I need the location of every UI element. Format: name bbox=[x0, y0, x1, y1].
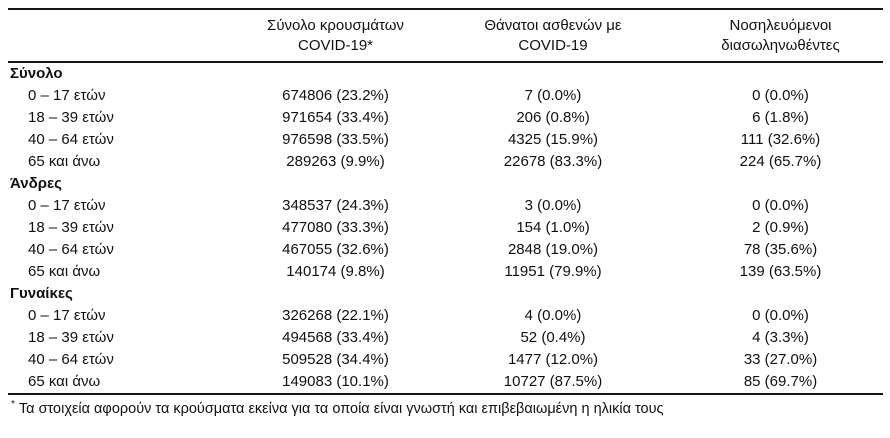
table-body: Σύνολο 0 – 17 ετών 674806 (23.2%) 7 (0.0… bbox=[8, 62, 883, 394]
intubated-value: 78 (35.6%) bbox=[743, 241, 818, 258]
table-row: 40 – 64 ετών 976598 (33.5%) 4325 (15.9%)… bbox=[8, 129, 883, 151]
deaths-value: 52 (0.4%) bbox=[520, 329, 586, 346]
cases-value: 976598 (33.5%) bbox=[282, 131, 389, 148]
deaths-value: 22678 (83.3%) bbox=[503, 153, 603, 170]
deaths-value: 4 (0.0%) bbox=[524, 307, 582, 324]
cases-value: 674806 (23.2%) bbox=[282, 87, 389, 104]
column-header-intubated: Νοσηλευόμενοι διασωληνωθέντες bbox=[678, 9, 883, 62]
age-label: 18 – 39 ετών bbox=[28, 329, 114, 346]
intubated-value: 139 (63.5%) bbox=[739, 263, 822, 280]
deaths-value: 1477 (12.0%) bbox=[507, 351, 599, 368]
header-row: Σύνολο κρουσμάτων COVID-19* Θάνατοι ασθε… bbox=[8, 9, 883, 62]
cases-value: 494568 (33.4%) bbox=[282, 329, 389, 346]
deaths-value: 2848 (19.0%) bbox=[507, 241, 599, 258]
corner-cell bbox=[8, 9, 243, 62]
intubated-value: 111 (32.6%) bbox=[740, 131, 821, 148]
intubated-value: 6 (1.8%) bbox=[752, 109, 809, 126]
intubated-value: 0 (0.0%) bbox=[752, 197, 809, 214]
section-label-men: Άνδρες bbox=[10, 175, 62, 192]
column-header-cases: Σύνολο κρουσμάτων COVID-19* bbox=[243, 9, 428, 62]
cases-value: 971654 (33.4%) bbox=[282, 109, 389, 126]
cases-value: 348537 (24.3%) bbox=[282, 197, 389, 214]
covid-stats-table: Σύνολο κρουσμάτων COVID-19* Θάνατοι ασθε… bbox=[8, 8, 883, 395]
section-label-total: Σύνολο bbox=[10, 65, 63, 82]
table-row: 65 και άνω 140174 (9.8%) 11951 (79.9%) 1… bbox=[8, 261, 883, 283]
section-row-men: Άνδρες bbox=[8, 173, 883, 195]
table-row: 18 – 39 ετών 971654 (33.4%) 206 (0.8%) 6… bbox=[8, 107, 883, 129]
table-row: 0 – 17 ετών 326268 (22.1%) 4 (0.0%) 0 (0… bbox=[8, 305, 883, 327]
table-row: 18 – 39 ετών 477080 (33.3%) 154 (1.0%) 2… bbox=[8, 217, 883, 239]
age-label: 40 – 64 ετών bbox=[28, 351, 114, 368]
deaths-value: 7 (0.0%) bbox=[524, 87, 582, 104]
section-label-women: Γυναίκες bbox=[10, 285, 73, 302]
cases-value: 467055 (32.6%) bbox=[282, 241, 389, 258]
column-header-deaths-line1: Θάνατοι ασθενών με bbox=[484, 17, 622, 34]
intubated-value: 224 (65.7%) bbox=[739, 153, 822, 170]
table-row: 18 – 39 ετών 494568 (33.4%) 52 (0.4%) 4 … bbox=[8, 327, 883, 349]
column-header-deaths: Θάνατοι ασθενών με COVID-19 bbox=[428, 9, 678, 62]
age-label: 18 – 39 ετών bbox=[28, 109, 114, 126]
cases-value: 289263 (9.9%) bbox=[286, 153, 385, 170]
intubated-value: 33 (27.0%) bbox=[743, 351, 818, 368]
footnote-asterisk: * bbox=[11, 399, 15, 411]
age-label: 40 – 64 ετών bbox=[28, 241, 114, 258]
table-row: 65 και άνω 149083 (10.1%) 10727 (87.5%) … bbox=[8, 371, 883, 394]
table-row: 65 και άνω 289263 (9.9%) 22678 (83.3%) 2… bbox=[8, 151, 883, 173]
intubated-value: 2 (0.9%) bbox=[752, 219, 809, 236]
column-header-intubated-line2: διασωληνωθέντες bbox=[721, 37, 840, 54]
section-row-women: Γυναίκες bbox=[8, 283, 883, 305]
deaths-value: 11951 (79.9%) bbox=[504, 263, 602, 280]
age-label: 65 και άνω bbox=[28, 373, 101, 390]
intubated-value: 0 (0.0%) bbox=[752, 307, 809, 324]
section-row-total: Σύνολο bbox=[8, 62, 883, 85]
column-header-cases-line2: COVID-19* bbox=[297, 37, 374, 54]
table-header: Σύνολο κρουσμάτων COVID-19* Θάνατοι ασθε… bbox=[8, 9, 883, 62]
deaths-value: 3 (0.0%) bbox=[524, 197, 582, 214]
table-row: 40 – 64 ετών 467055 (32.6%) 2848 (19.0%)… bbox=[8, 239, 883, 261]
column-header-intubated-line1: Νοσηλευόμενοι bbox=[729, 17, 832, 34]
deaths-value: 154 (1.0%) bbox=[516, 219, 590, 236]
table-row: 0 – 17 ετών 674806 (23.2%) 7 (0.0%) 0 (0… bbox=[8, 85, 883, 107]
table-row: 40 – 64 ετών 509528 (34.4%) 1477 (12.0%)… bbox=[8, 349, 883, 371]
cases-value: 509528 (34.4%) bbox=[282, 351, 389, 368]
column-header-cases-line1: Σύνολο κρουσμάτων bbox=[267, 17, 404, 34]
age-label: 18 – 39 ετών bbox=[28, 219, 114, 236]
intubated-value: 0 (0.0%) bbox=[752, 87, 809, 104]
intubated-value: 85 (69.7%) bbox=[743, 373, 818, 390]
age-label: 0 – 17 ετών bbox=[28, 197, 106, 214]
column-header-deaths-line2: COVID-19 bbox=[518, 37, 588, 54]
deaths-value: 10727 (87.5%) bbox=[503, 373, 603, 390]
age-label: 0 – 17 ετών bbox=[28, 307, 106, 324]
age-label: 65 και άνω bbox=[28, 263, 101, 280]
cases-value: 149083 (10.1%) bbox=[282, 373, 389, 390]
footnote-text: Τα στοιχεία αφορούν τα κρούσματα εκείνα … bbox=[18, 401, 664, 417]
cases-value: 140174 (9.8%) bbox=[286, 263, 385, 280]
deaths-value: 206 (0.8%) bbox=[516, 109, 590, 126]
deaths-value: 4325 (15.9%) bbox=[507, 131, 599, 148]
covid-stats-table-wrapper: Σύνολο κρουσμάτων COVID-19* Θάνατοι ασθε… bbox=[8, 8, 883, 419]
footnote: * Τα στοιχεία αφορούν τα κρούσματα εκείνα… bbox=[11, 399, 883, 419]
table-row: 0 – 17 ετών 348537 (24.3%) 3 (0.0%) 0 (0… bbox=[8, 195, 883, 217]
age-label: 0 – 17 ετών bbox=[28, 87, 106, 104]
cases-value: 326268 (22.1%) bbox=[282, 307, 389, 324]
age-label: 40 – 64 ετών bbox=[28, 131, 114, 148]
cases-value: 477080 (33.3%) bbox=[282, 219, 389, 236]
age-label: 65 και άνω bbox=[28, 153, 101, 170]
intubated-value: 4 (3.3%) bbox=[752, 329, 809, 346]
